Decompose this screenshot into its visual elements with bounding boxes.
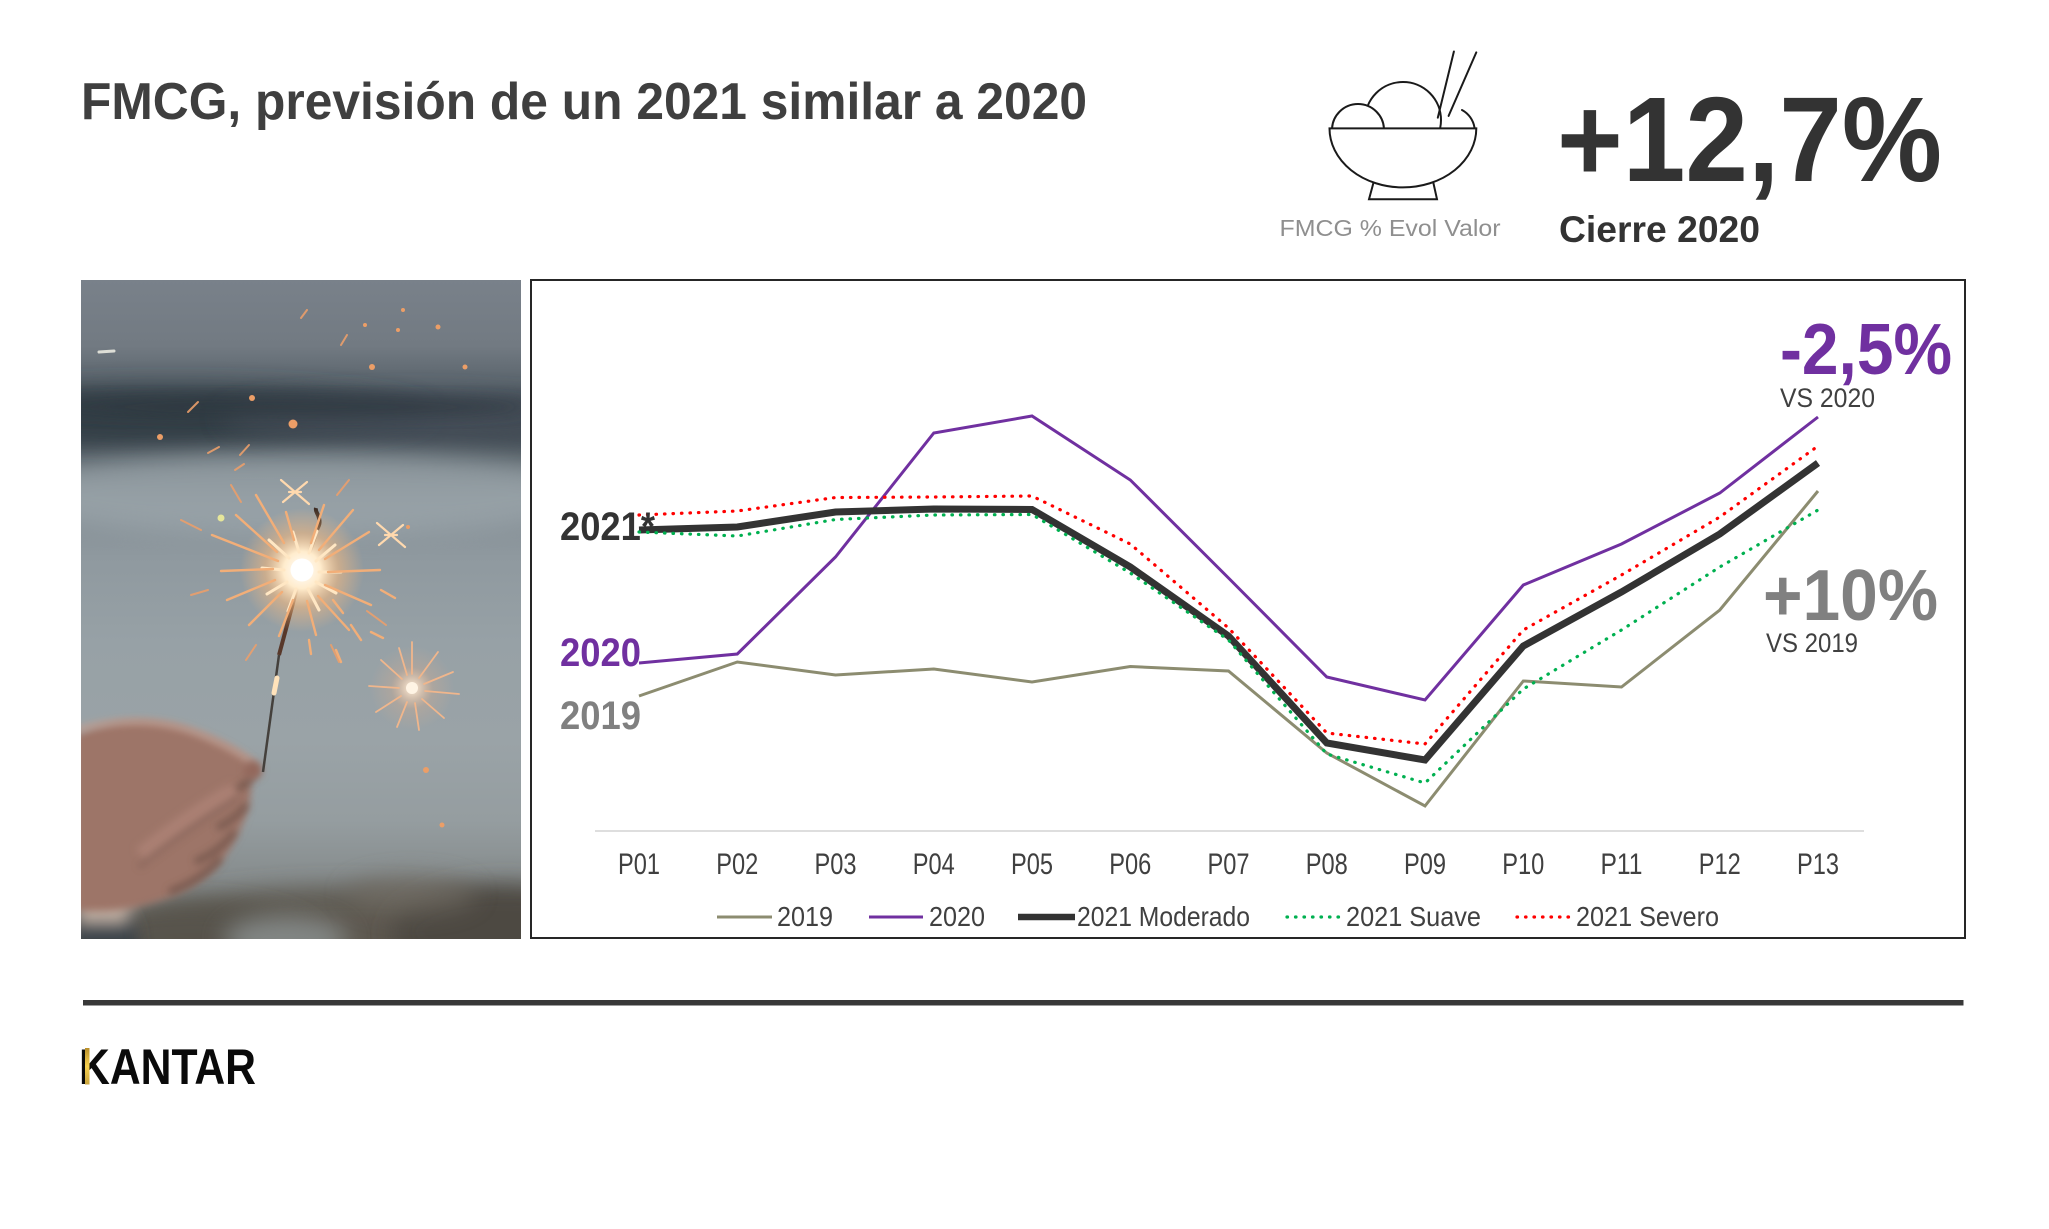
svg-text:2019: 2019 <box>777 901 833 932</box>
svg-text:FMCG % Evol Valor: FMCG % Evol Valor <box>1280 215 1501 241</box>
svg-text:FMCG, previsión de un 2021 sim: FMCG, previsión de un 2021 similar a 202… <box>81 73 1087 131</box>
svg-text:+12,7%: +12,7% <box>1557 71 1942 207</box>
svg-text:P13: P13 <box>1797 848 1839 881</box>
svg-text:P09: P09 <box>1404 848 1446 881</box>
svg-text:P06: P06 <box>1109 848 1151 881</box>
svg-text:2021 Suave: 2021 Suave <box>1346 901 1481 932</box>
svg-text:P10: P10 <box>1502 848 1544 881</box>
svg-text:Cierre 2020: Cierre 2020 <box>1559 209 1760 250</box>
svg-text:KANTAR: KANTAR <box>79 1039 256 1095</box>
svg-text:P08: P08 <box>1306 848 1348 881</box>
svg-text:VS 2020: VS 2020 <box>1780 383 1875 413</box>
svg-text:P02: P02 <box>716 848 758 881</box>
svg-text:P11: P11 <box>1601 848 1643 881</box>
svg-text:P01: P01 <box>618 848 660 881</box>
svg-text:2021*: 2021* <box>560 505 655 549</box>
svg-text:2021 Moderado: 2021 Moderado <box>1077 901 1250 932</box>
svg-text:2021 Severo: 2021 Severo <box>1576 901 1719 932</box>
svg-text:2019: 2019 <box>560 694 641 738</box>
svg-text:P12: P12 <box>1699 848 1741 881</box>
svg-text:+10%: +10% <box>1763 556 1938 636</box>
svg-text:2020: 2020 <box>560 631 641 675</box>
svg-text:VS 2019: VS 2019 <box>1766 628 1858 658</box>
svg-text:P05: P05 <box>1011 848 1053 881</box>
svg-text:P03: P03 <box>815 848 857 881</box>
svg-text:2020: 2020 <box>929 901 985 932</box>
svg-text:P04: P04 <box>913 848 955 881</box>
svg-text:P07: P07 <box>1208 848 1250 881</box>
svg-text:-2,5%: -2,5% <box>1780 310 1952 390</box>
